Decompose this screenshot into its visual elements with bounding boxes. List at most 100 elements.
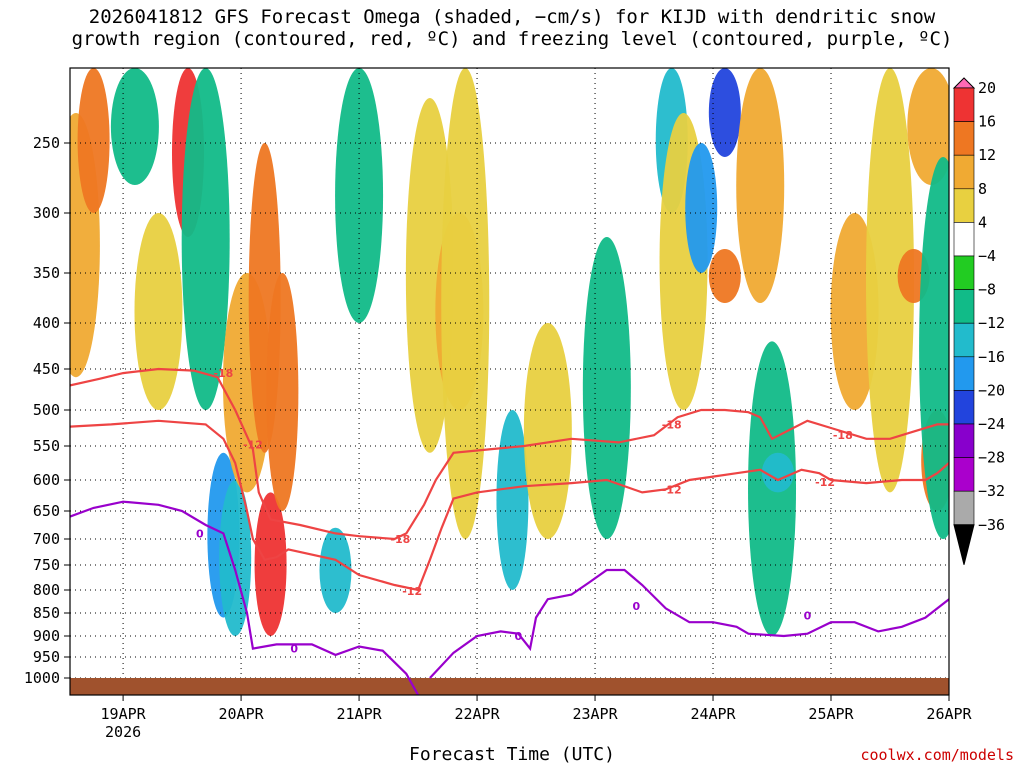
contour-freezing-level bbox=[429, 568, 949, 679]
y-tick-label: 750 bbox=[33, 556, 60, 574]
colorbar-label: −12 bbox=[978, 314, 1005, 332]
x-tick-label: 22APR bbox=[454, 705, 500, 723]
y-tick-label: 350 bbox=[33, 264, 60, 282]
credit-link[interactable]: coolwx.com/models bbox=[860, 746, 1014, 764]
colorbar-label: 16 bbox=[978, 113, 996, 131]
colorbar-swatch bbox=[953, 423, 975, 458]
omega-cell bbox=[761, 452, 794, 493]
chart-title-line-1: 2026041812 GFS Forecast Omega (shaded, −… bbox=[88, 6, 936, 28]
contour-label: 0 bbox=[804, 609, 812, 622]
colorbar-top-arrow bbox=[952, 77, 976, 89]
contour-label: -12 bbox=[243, 439, 263, 452]
colorbar-label: −4 bbox=[978, 247, 996, 265]
colorbar-swatch bbox=[953, 457, 975, 492]
colorbar-label: 20 bbox=[978, 79, 996, 97]
plot-border bbox=[69, 67, 950, 696]
omega-cell bbox=[582, 237, 631, 539]
y-tick-label: 850 bbox=[33, 604, 60, 622]
omega-cell bbox=[266, 273, 299, 511]
y-tick-label: 1000 bbox=[24, 669, 60, 687]
y-tick-label: 950 bbox=[33, 648, 60, 666]
y-tick-label: 600 bbox=[33, 471, 60, 489]
omega-cell bbox=[181, 68, 230, 410]
x-axis-label: Forecast Time (UTC) bbox=[409, 744, 615, 765]
x-tick-label: 26APR bbox=[926, 705, 972, 723]
contour-label: -12 bbox=[402, 585, 422, 598]
contour-label: -12 bbox=[815, 476, 835, 489]
colorbar-swatch bbox=[953, 289, 975, 324]
x-tick-year: 2026 bbox=[105, 723, 141, 741]
x-tick-label: 19APR bbox=[101, 705, 147, 723]
omega-cell bbox=[335, 68, 384, 323]
omega-cell bbox=[708, 249, 741, 303]
x-tick-label: 24APR bbox=[690, 705, 736, 723]
colorbar-swatch bbox=[953, 222, 975, 257]
y-tick-label: 900 bbox=[33, 627, 60, 645]
contour-label: 0 bbox=[290, 643, 298, 656]
contour-label: -18 bbox=[213, 367, 233, 380]
colorbar-swatch bbox=[953, 188, 975, 223]
omega-cell bbox=[254, 492, 287, 636]
contour-minus18 bbox=[70, 367, 949, 541]
y-tick-label: 650 bbox=[33, 502, 60, 520]
colorbar: 20 16 12 8 4 −4 −8 −12 −16 −20 −24 −28 −32 −36 bbox=[952, 77, 1005, 565]
x-axis-date-ticks: 19APR 20APR 21APR 22APR 23APR 24APR 25APR 26APR… bbox=[101, 695, 973, 741]
omega-cell bbox=[110, 68, 159, 185]
colorbar-bottom-arrow bbox=[953, 524, 975, 565]
contour-minus12 bbox=[70, 419, 949, 592]
contour-label: -18 bbox=[833, 429, 853, 442]
y-tick-label: 700 bbox=[33, 530, 60, 548]
contour-label: 0 bbox=[633, 600, 641, 613]
x-tick-label: 21APR bbox=[336, 705, 382, 723]
y-tick-label: 250 bbox=[33, 134, 60, 152]
contour-labels: -18 -18 -18 -18 -12 -12 -12 -12 0 0 0 0 0 bbox=[196, 367, 853, 655]
omega-cell bbox=[708, 68, 741, 157]
colorbar-label: −8 bbox=[978, 281, 996, 299]
omega-shading bbox=[70, 68, 949, 636]
colorbar-label: 12 bbox=[978, 146, 996, 164]
contour-label: -12 bbox=[662, 483, 682, 496]
colorbar-swatch bbox=[953, 87, 975, 122]
colorbar-label: −32 bbox=[978, 482, 1005, 500]
contour-label: -18 bbox=[662, 418, 682, 431]
colorbar-swatch bbox=[953, 390, 975, 425]
omega-cell bbox=[866, 68, 915, 493]
contour-label: 0 bbox=[196, 527, 204, 540]
y-tick-label: 300 bbox=[33, 204, 60, 222]
y-tick-label: 550 bbox=[33, 437, 60, 455]
colorbar-swatch bbox=[953, 255, 975, 290]
x-tick-label: 23APR bbox=[572, 705, 618, 723]
omega-cell bbox=[736, 68, 785, 303]
colorbar-label: 4 bbox=[978, 213, 987, 231]
colorbar-swatch bbox=[953, 490, 975, 526]
y-axis-pressure-ticks: 250 300 350 400 450 500 550 600 650 700 750 800 850 9… bbox=[24, 134, 70, 687]
colorbar-label: −28 bbox=[978, 449, 1005, 467]
omega-cell bbox=[907, 68, 949, 185]
colorbar-label: 8 bbox=[978, 180, 987, 198]
omega-cell bbox=[919, 157, 949, 539]
omega-cell bbox=[685, 143, 718, 273]
contour-freezing-level bbox=[70, 500, 420, 695]
colorbar-label: −16 bbox=[978, 348, 1005, 366]
colorbar-label: −20 bbox=[978, 381, 1005, 399]
omega-cell bbox=[441, 68, 490, 539]
contour-label: 0 bbox=[515, 630, 523, 643]
omega-cell bbox=[496, 410, 529, 590]
x-tick-label: 20APR bbox=[219, 705, 265, 723]
colorbar-swatch bbox=[953, 121, 975, 156]
contour-label: -18 bbox=[390, 533, 410, 546]
colorbar-label: −36 bbox=[978, 516, 1005, 534]
y-tick-label: 400 bbox=[33, 314, 60, 332]
ground-surface bbox=[70, 678, 949, 695]
y-tick-label: 450 bbox=[33, 360, 60, 378]
omega-cell bbox=[319, 527, 352, 614]
colorbar-swatch bbox=[953, 154, 975, 190]
temperature-contours bbox=[70, 367, 949, 695]
ground-fill bbox=[70, 678, 949, 695]
omega-cell bbox=[523, 323, 572, 539]
colorbar-swatch bbox=[953, 356, 975, 391]
y-tick-label: 500 bbox=[33, 401, 60, 419]
colorbar-swatch bbox=[953, 322, 975, 358]
omega-cell bbox=[134, 213, 183, 410]
